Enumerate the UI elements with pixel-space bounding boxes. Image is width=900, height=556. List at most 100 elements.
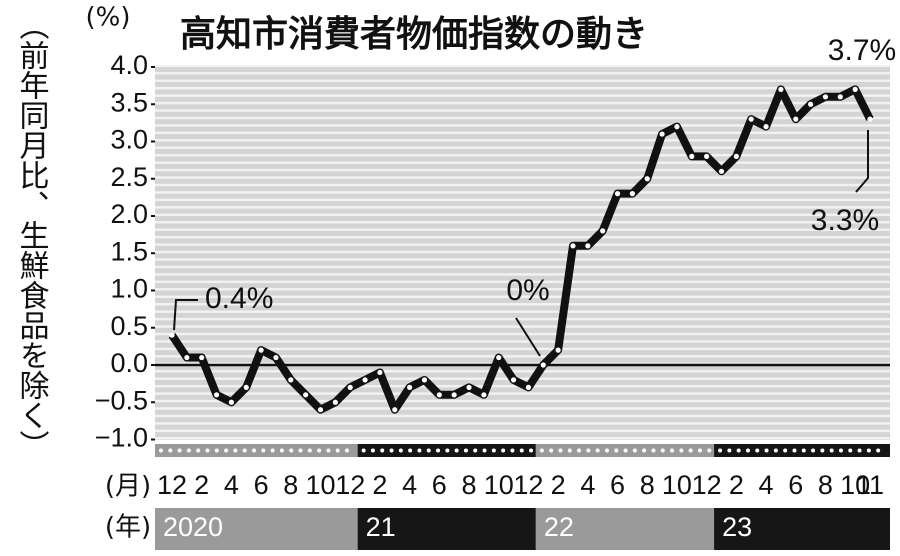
data-line: [168, 85, 874, 414]
y-tick-label: 2.5: [110, 162, 148, 192]
data-point: [525, 384, 532, 390]
data-label: 3.7%: [828, 34, 896, 67]
y-tick-label: 1.5: [110, 236, 148, 266]
strip-dot: [857, 448, 862, 453]
strip-dot: [317, 448, 322, 453]
x-tick-label: 10: [840, 470, 870, 500]
x-tick-label: 12: [692, 470, 722, 500]
y-tick-label: −0.5: [95, 385, 148, 415]
data-point: [807, 101, 814, 107]
strip-dot: [736, 448, 741, 453]
y-tick-label: 4.0: [110, 50, 148, 80]
data-point: [614, 191, 621, 197]
data-point: [510, 377, 517, 383]
strip-dot: [186, 448, 191, 453]
strip-dot: [866, 448, 871, 453]
year-band: [714, 508, 890, 550]
x-tick-label: 10: [484, 470, 514, 500]
data-point: [288, 377, 294, 383]
data-point: [303, 392, 309, 398]
data-point: [466, 384, 472, 390]
data-point: [600, 228, 606, 234]
x-tick-label: 10: [305, 470, 335, 500]
data-point: [451, 392, 457, 398]
strip-dot: [577, 448, 582, 453]
strip-dot: [764, 448, 769, 453]
data-label: 3.3%: [811, 204, 879, 237]
x-tick-label: 4: [759, 470, 774, 500]
data-point: [496, 354, 502, 361]
strip-dot: [408, 448, 413, 453]
chart-title: 高知市消費者物価指数の動き: [180, 14, 648, 55]
data-point: [258, 347, 264, 353]
strip-dot: [558, 448, 563, 453]
strip-dot: [848, 448, 853, 453]
strip-dot: [539, 448, 544, 453]
data-point: [718, 168, 725, 174]
data-point: [570, 243, 576, 249]
y-tick-label: 3.5: [110, 87, 148, 117]
y-tick-label: −1.0: [95, 423, 148, 453]
strip-dot: [279, 448, 284, 453]
data-point: [362, 377, 368, 383]
x-tick-label: 4: [580, 470, 595, 500]
strip-dot: [214, 448, 219, 453]
strip-dot: [651, 448, 656, 453]
strip-dot: [289, 448, 294, 453]
y-axis-label: （前年同月比、生鮮食品を除く）: [14, 10, 50, 460]
strip-dot: [697, 448, 702, 453]
y-tick-label: 2.0: [110, 199, 148, 229]
year-band: [155, 508, 358, 550]
data-point: [867, 116, 873, 122]
data-point: [659, 131, 665, 137]
strip-dot: [463, 448, 468, 453]
strip-dot: [242, 448, 247, 453]
strip-dot: [426, 448, 431, 453]
strip-dot: [876, 448, 881, 453]
strip-dot: [380, 448, 385, 453]
strip-dot: [679, 448, 684, 453]
strip-dot: [755, 448, 760, 453]
x-tick-label: 2: [551, 470, 566, 500]
data-point: [228, 399, 235, 405]
strip-dot: [224, 448, 229, 453]
y-tick-label: 0.0: [110, 348, 148, 378]
strip-dot: [727, 448, 732, 453]
strip-dot: [820, 448, 825, 453]
strip-dot: [370, 448, 375, 453]
data-point: [199, 354, 205, 361]
x-tick-label: 11: [856, 470, 884, 500]
strip-dot: [549, 448, 554, 453]
strip-dot: [345, 448, 349, 453]
strip-dot: [501, 448, 506, 453]
x-year-label: (年): [105, 513, 151, 543]
strip-dot: [168, 448, 173, 453]
x-tick-label: 12: [157, 470, 187, 500]
data-point: [540, 362, 546, 368]
strip-dot: [529, 448, 534, 453]
data-point: [407, 384, 413, 390]
year-band: [357, 508, 536, 550]
strip-dot: [398, 448, 403, 453]
strip-dot: [632, 448, 637, 453]
strip-dot: [586, 448, 591, 453]
strip-dot: [642, 448, 647, 453]
x-tick-label: 8: [283, 470, 298, 500]
x-tick-label: 4: [402, 470, 417, 500]
data-point: [644, 176, 650, 182]
strip-dot: [177, 448, 182, 453]
strip-dot: [623, 448, 628, 453]
strip-dot: [159, 448, 163, 453]
x-month-label: (月): [105, 472, 151, 502]
y-tick-label: 3.0: [110, 125, 148, 155]
data-point: [585, 243, 591, 249]
data-point: [392, 407, 398, 413]
x-tick-label: 2: [729, 470, 744, 500]
year-strip: [155, 444, 358, 457]
x-tick-label: 10: [662, 470, 692, 500]
annotation-leaders: [173, 130, 869, 357]
strip-dot: [361, 448, 366, 453]
strip-dot: [801, 448, 806, 453]
data-point: [332, 399, 338, 405]
x-tick-label: 12: [513, 470, 543, 500]
